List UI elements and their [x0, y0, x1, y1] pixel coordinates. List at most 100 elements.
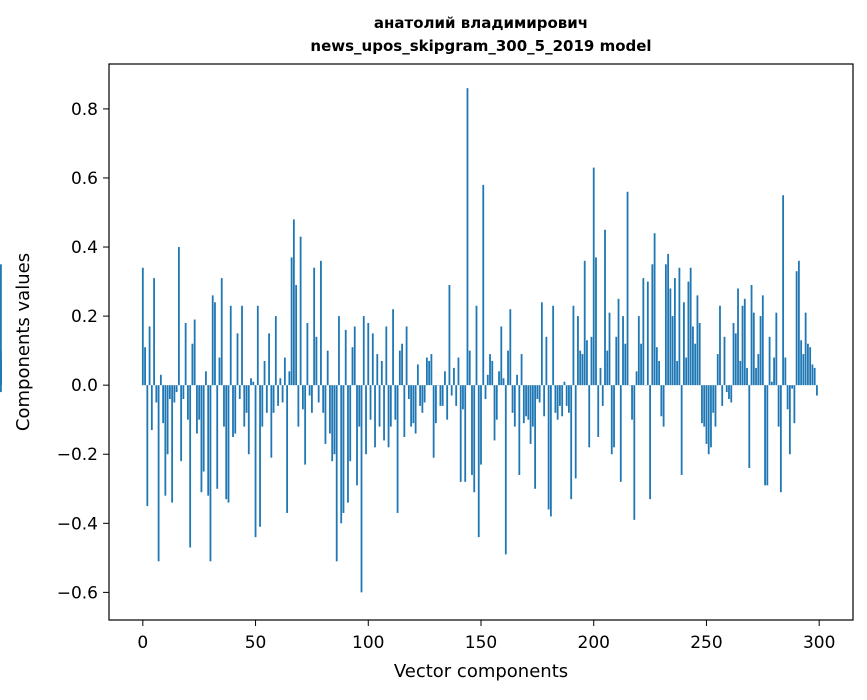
bar-206: [606, 351, 608, 386]
bar-42: [237, 333, 239, 385]
bar-146: [471, 385, 473, 475]
bar-116: [403, 385, 405, 437]
bar-190: [570, 385, 572, 499]
bar-44: [241, 306, 243, 385]
bar-213: [622, 316, 624, 385]
bar-104: [376, 354, 378, 385]
bar-79: [320, 261, 322, 385]
bar-114: [399, 351, 401, 386]
bar-103: [374, 385, 376, 447]
bar-111: [392, 309, 394, 385]
bar-192: [575, 385, 577, 478]
bar-59: [275, 316, 277, 385]
bar-165: [514, 385, 516, 426]
bar-57: [270, 385, 272, 458]
bar-299: [816, 385, 818, 395]
bar-225: [649, 385, 651, 499]
bar-282: [778, 385, 780, 426]
bar-33: [216, 385, 218, 489]
bar-98: [363, 316, 365, 385]
bar-106: [381, 361, 383, 385]
bar-193: [577, 316, 579, 385]
bar-115: [401, 344, 403, 385]
bar-41: [234, 385, 236, 433]
bar-28: [205, 371, 207, 385]
bar-290: [796, 271, 798, 385]
bar-157: [496, 385, 498, 420]
bar-253: [712, 385, 714, 413]
bar-10: [164, 385, 166, 496]
bar-207: [609, 313, 611, 386]
bar-9: [162, 385, 164, 423]
bar-96: [358, 385, 360, 426]
bar-101: [370, 385, 372, 420]
bar-40: [232, 385, 234, 437]
bar-72: [304, 385, 306, 464]
bar-183: [555, 385, 557, 413]
bar-36: [223, 385, 225, 426]
chart-title-line1: анатолий владимирович: [374, 14, 588, 32]
bar-81: [325, 385, 327, 444]
bar-100: [367, 323, 369, 385]
bar-151: [482, 185, 484, 385]
bar-256: [719, 306, 721, 385]
bar-154: [489, 354, 491, 385]
bar-135: [446, 385, 448, 420]
bar-233: [667, 254, 669, 385]
bar-71: [302, 385, 304, 409]
bar-254: [715, 385, 717, 426]
bar-45: [243, 385, 245, 426]
bar-34: [219, 358, 221, 386]
bar-123: [419, 385, 421, 406]
bar-127: [428, 361, 430, 385]
bar-184: [557, 385, 559, 420]
bar-undefined: [0, 264, 2, 385]
bar-242: [688, 282, 690, 386]
bar-86: [336, 385, 338, 561]
bar-162: [507, 351, 509, 386]
bar-271: [753, 313, 755, 386]
bar-263: [735, 333, 737, 385]
bar-66: [291, 257, 293, 385]
bar-251: [708, 385, 710, 454]
bar-141: [460, 385, 462, 482]
bar-11: [167, 385, 169, 454]
bar-25: [198, 385, 200, 420]
bar-18: [183, 385, 185, 399]
bar-83: [329, 385, 331, 433]
bar-226: [651, 264, 653, 385]
bar-21: [189, 385, 191, 547]
bar-200: [593, 168, 595, 386]
bar-27: [203, 385, 205, 471]
bar-52: [259, 385, 261, 527]
bar-70: [300, 237, 302, 385]
bar-153: [487, 375, 489, 385]
x-tick-label: 150: [465, 633, 497, 653]
x-axis-label: Vector components: [394, 661, 568, 682]
bar-287: [789, 385, 791, 454]
chart-title-line2: news_upos_skipgram_300_5_2019 model: [310, 37, 651, 55]
bar-6: [155, 385, 157, 402]
y-tick-label: 0.8: [71, 100, 98, 120]
bar-294: [805, 313, 807, 386]
bar-105: [379, 385, 381, 426]
bar-150: [480, 385, 482, 464]
bar-289: [793, 385, 795, 423]
bar-248: [701, 385, 703, 423]
bar-3: [149, 326, 151, 385]
bar-243: [690, 268, 692, 385]
bar-32: [214, 302, 216, 385]
bar-121: [415, 385, 417, 433]
bar-169: [523, 385, 525, 423]
bar-292: [800, 340, 802, 385]
bar-264: [737, 288, 739, 385]
bar-274: [760, 316, 762, 385]
bar-80: [322, 385, 324, 413]
bar-156: [494, 385, 496, 440]
bar-149: [478, 385, 480, 537]
bar-30: [210, 385, 212, 561]
bar-167: [518, 385, 520, 475]
bar-75: [311, 385, 313, 413]
bar-69: [297, 385, 299, 426]
bar-60: [277, 385, 279, 406]
